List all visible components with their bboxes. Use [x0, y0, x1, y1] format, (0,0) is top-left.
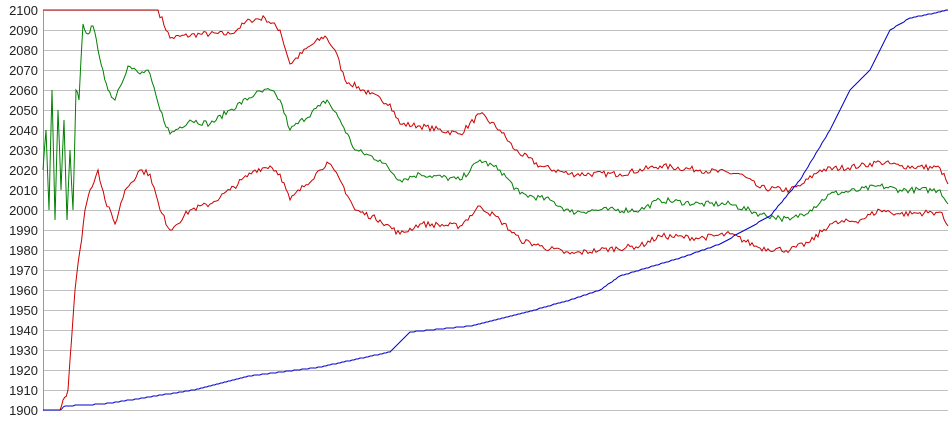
y-tick-label: 2010	[9, 183, 38, 198]
y-tick-label: 2030	[9, 143, 38, 158]
y-tick-label: 1910	[9, 383, 38, 398]
y-axis-ticks: 1900 1910 1920 1930 1940 1950 1960 1970 1980 1990…	[9, 3, 38, 418]
series-line-1	[42, 23, 949, 223]
y-tick-label: 2040	[9, 123, 38, 138]
series-line-0	[43, 9, 949, 194]
y-tick-label: 2080	[9, 43, 38, 58]
y-tick-label: 1980	[9, 243, 38, 258]
y-tick-label: 2050	[9, 103, 38, 118]
y-tick-label: 2020	[9, 163, 38, 178]
y-tick-label: 1920	[9, 363, 38, 378]
y-tick-label: 1960	[9, 283, 38, 298]
series-line-2	[43, 161, 949, 411]
y-tick-label: 2000	[9, 203, 38, 218]
y-tick-label: 1950	[9, 303, 38, 318]
y-tick-label: 2090	[9, 23, 38, 38]
y-tick-label: 1930	[9, 343, 38, 358]
y-tick-label: 2060	[9, 83, 38, 98]
grid-lines	[43, 10, 948, 411]
series-line-3	[43, 9, 948, 411]
y-tick-label: 2070	[9, 63, 38, 78]
y-tick-label: 1970	[9, 263, 38, 278]
y-tick-label: 2100	[9, 3, 38, 18]
y-tick-label: 1990	[9, 223, 38, 238]
y-tick-label: 1940	[9, 323, 38, 338]
y-tick-label: 1900	[9, 403, 38, 418]
series-lines	[42, 9, 949, 411]
